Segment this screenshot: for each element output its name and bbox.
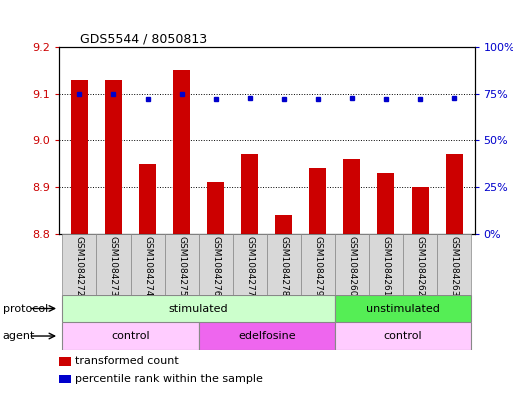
Text: GSM1084274: GSM1084274 (143, 236, 152, 296)
Bar (63, 295, 335, 322)
Bar (59, 356, 71, 365)
Bar (241, 154, 258, 234)
Text: percentile rank within the sample: percentile rank within the sample (75, 374, 263, 384)
Bar (71, 80, 88, 234)
Text: GSM1084261: GSM1084261 (382, 236, 390, 296)
Text: edelfosine: edelfosine (238, 331, 295, 341)
Text: GSM1084260: GSM1084260 (347, 236, 357, 296)
Bar (309, 169, 326, 234)
Bar (343, 159, 361, 234)
Bar (411, 187, 428, 234)
Bar (275, 215, 292, 234)
Text: GSM1084275: GSM1084275 (177, 236, 186, 296)
Text: stimulated: stimulated (169, 303, 228, 314)
Bar (63, 234, 96, 295)
Bar (267, 234, 301, 295)
Bar (173, 70, 190, 234)
Bar (233, 234, 267, 295)
Bar (105, 80, 122, 234)
Text: GDS5544 / 8050813: GDS5544 / 8050813 (80, 33, 207, 46)
Bar (130, 234, 165, 295)
Text: GSM1084263: GSM1084263 (449, 236, 459, 296)
Bar (199, 234, 233, 295)
Bar (335, 234, 369, 295)
Bar (335, 295, 471, 322)
Bar (335, 322, 471, 350)
Bar (369, 234, 403, 295)
Bar (207, 182, 224, 234)
Bar (63, 322, 199, 350)
Text: unstimulated: unstimulated (366, 303, 440, 314)
Text: control: control (111, 331, 150, 341)
Bar (446, 154, 463, 234)
Bar (165, 234, 199, 295)
Bar (139, 164, 156, 234)
Text: GSM1084278: GSM1084278 (279, 236, 288, 296)
Text: protocol: protocol (3, 303, 48, 314)
Text: control: control (384, 331, 422, 341)
Bar (301, 234, 335, 295)
Bar (403, 234, 437, 295)
Text: GSM1084279: GSM1084279 (313, 236, 322, 296)
Text: GSM1084277: GSM1084277 (245, 236, 254, 296)
Bar (59, 375, 71, 384)
Text: GSM1084272: GSM1084272 (75, 236, 84, 296)
Bar (199, 322, 335, 350)
Text: transformed count: transformed count (75, 356, 179, 366)
Bar (96, 234, 130, 295)
Text: GSM1084276: GSM1084276 (211, 236, 220, 296)
Text: agent: agent (3, 331, 35, 341)
Text: GSM1084262: GSM1084262 (416, 236, 425, 296)
Bar (378, 173, 394, 234)
Text: GSM1084273: GSM1084273 (109, 236, 118, 296)
Bar (437, 234, 471, 295)
